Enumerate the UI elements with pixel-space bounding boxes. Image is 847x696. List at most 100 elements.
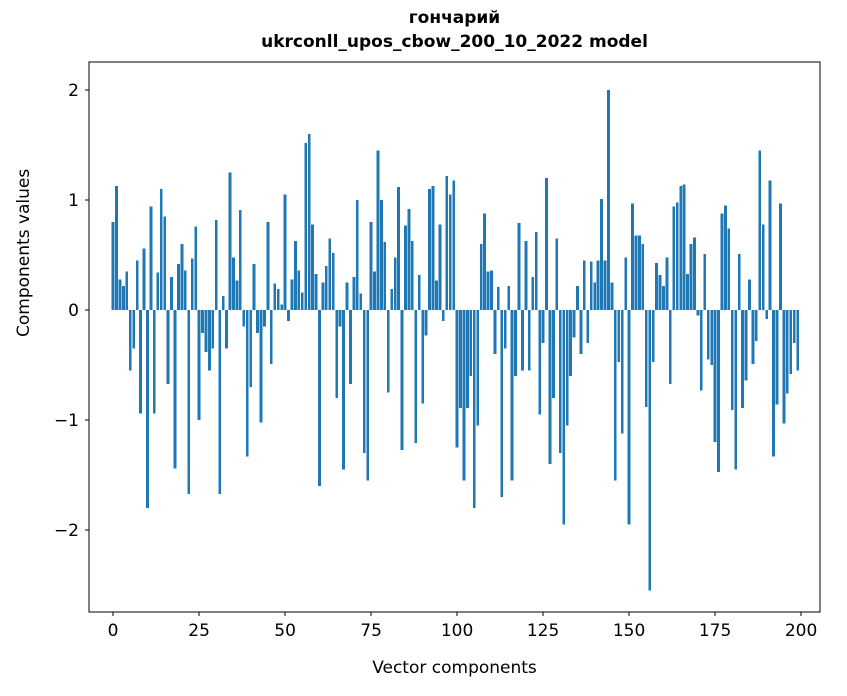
bar [765, 310, 769, 319]
bar [445, 175, 449, 311]
bar [335, 310, 339, 399]
bar [194, 226, 198, 311]
bar [208, 310, 211, 371]
bar [355, 200, 359, 311]
bar [572, 310, 576, 338]
bar [624, 257, 628, 311]
bar [173, 310, 177, 469]
bar [410, 240, 414, 311]
bar [617, 310, 621, 362]
bar [589, 261, 593, 311]
bar [476, 310, 480, 426]
bar [792, 310, 796, 344]
bar [658, 274, 662, 311]
bar [548, 310, 552, 465]
bar [417, 274, 421, 311]
bar [287, 310, 290, 322]
bar [128, 310, 132, 371]
bar [507, 285, 511, 311]
bar [610, 282, 614, 311]
bar [397, 186, 400, 311]
bar [514, 310, 517, 377]
bar [221, 295, 225, 311]
bar [679, 185, 683, 311]
bar [266, 222, 270, 311]
bar [404, 225, 407, 311]
bar [424, 310, 428, 336]
bar [345, 282, 349, 311]
bar [462, 310, 466, 481]
bar [211, 310, 215, 349]
bar [496, 286, 500, 311]
bar [149, 206, 153, 311]
bar [479, 244, 483, 311]
bar [373, 271, 376, 311]
bar [693, 237, 696, 311]
bar [156, 272, 160, 311]
bar [393, 257, 397, 311]
bar [362, 310, 366, 454]
bar [177, 263, 180, 311]
bar [170, 277, 173, 311]
bar [122, 285, 125, 311]
bar [380, 200, 383, 311]
bar [724, 205, 727, 311]
bar [631, 203, 634, 311]
bar [431, 185, 435, 311]
x-tick-label: 200 [785, 621, 817, 641]
bar [545, 178, 548, 311]
bar [331, 252, 335, 311]
bar [187, 310, 191, 494]
bar [259, 310, 263, 423]
bar [789, 310, 793, 374]
bar [359, 293, 363, 311]
bar [730, 310, 734, 411]
bar [242, 310, 246, 327]
bar [696, 310, 700, 316]
bar [521, 310, 524, 371]
bar [238, 209, 242, 311]
bar [779, 203, 782, 311]
bar [214, 219, 218, 311]
bar [300, 292, 304, 311]
bar [366, 310, 370, 481]
x-tick-label: 175 [699, 621, 731, 641]
bar [204, 310, 208, 352]
bar [603, 260, 607, 311]
bar [273, 283, 277, 311]
bar [644, 310, 648, 407]
bar [459, 310, 462, 408]
bar [517, 223, 521, 311]
bar [785, 310, 789, 394]
bar [166, 310, 170, 384]
bar [541, 310, 545, 344]
bar [263, 310, 266, 327]
bar [527, 310, 531, 371]
bar [324, 266, 328, 311]
bar [132, 310, 136, 349]
bar [668, 310, 672, 384]
bar [503, 310, 507, 349]
bar [146, 310, 149, 509]
bar [565, 310, 569, 426]
bar [311, 224, 314, 311]
bar [576, 285, 579, 311]
bar [638, 235, 641, 311]
bar [183, 270, 187, 311]
bar [655, 262, 658, 311]
x-tick-label: 75 [360, 621, 382, 641]
x-tick-label: 25 [188, 621, 210, 641]
bar [455, 310, 459, 448]
x-tick-label: 100 [441, 621, 473, 641]
bar [558, 310, 562, 454]
x-tick-label: 50 [274, 621, 296, 641]
bar [713, 310, 717, 443]
bar [256, 310, 259, 334]
y-tick-label: −1 [54, 411, 79, 431]
bar [689, 244, 693, 311]
bar [754, 310, 758, 341]
bar [435, 280, 438, 311]
bar [269, 310, 273, 364]
